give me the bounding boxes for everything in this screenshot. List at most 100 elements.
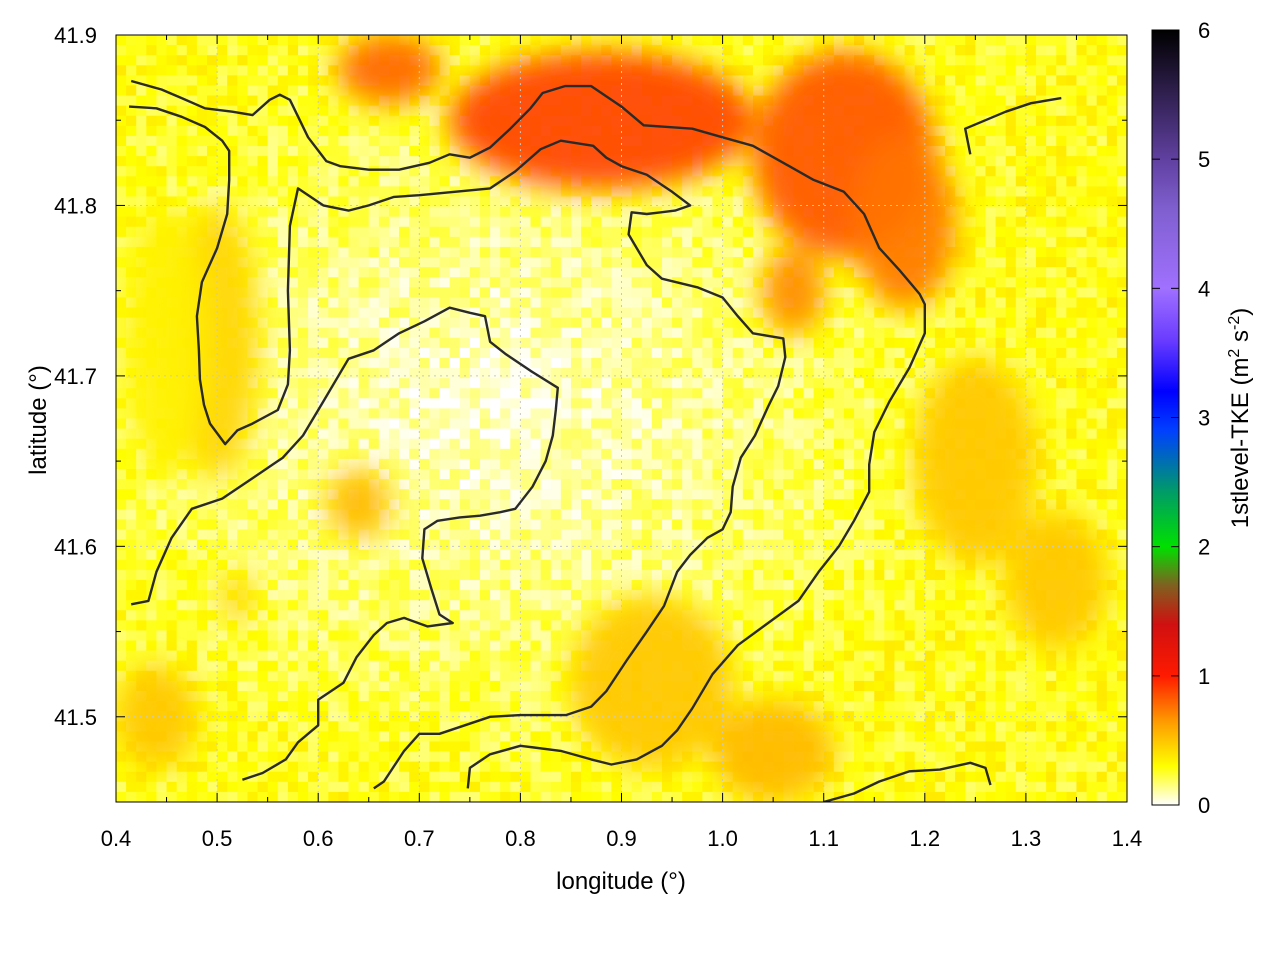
heat-cell [621,559,633,571]
heat-cell [166,186,178,198]
heat-cell [500,206,511,218]
heat-cell [156,156,168,167]
heat-cell [186,519,198,531]
heat-cell [439,458,451,470]
heat-cell [176,569,188,581]
heat-cell [500,751,511,763]
heat-cell [297,317,309,329]
heat-cell [358,206,370,218]
heat-cell [126,630,137,642]
heat-cell [712,166,724,177]
heat-cell [257,458,269,470]
heat-cell [237,176,249,187]
heat-cell [217,45,228,56]
heat-cell [277,267,289,278]
heat-cell [217,559,228,571]
heat-cell [449,85,461,97]
heat-cell [661,791,673,802]
heat-cell [439,216,451,228]
heat-cell [378,479,390,490]
heat-cell [641,267,653,278]
heat-cell [186,65,198,76]
heat-cell [348,741,360,753]
heat-cell [479,670,491,682]
heat-cell [358,701,370,712]
heat-cell [388,368,400,379]
heat-cell [611,236,623,248]
heat-cell [570,489,582,500]
heat-cell [631,771,643,783]
heat-cell [439,731,451,743]
heat-cell [358,368,370,379]
heat-cell [530,428,542,440]
heat-cell [520,297,532,309]
heat-cell [297,347,309,359]
heat-cell [692,55,703,66]
heat-cell [328,741,340,753]
heat-cell [560,761,572,773]
heat-cell [368,418,380,430]
heat-cell [429,146,441,157]
heat-cell [490,267,501,278]
heat-cell [621,529,633,541]
heat-cell [237,489,249,500]
heat-cell [550,509,562,521]
heat-cell [560,357,572,369]
heat-cell [500,307,511,319]
heat-cell [429,337,441,349]
heat-cell [206,549,218,561]
heat-cell [166,156,178,167]
heat-cell [116,35,127,46]
heat-cell [702,196,714,208]
heat-cell [540,226,552,238]
heat-cell [378,156,390,167]
heat-cell [449,741,461,753]
heat-cell [752,85,764,97]
heat-cell [237,670,249,682]
heat-cell [267,337,279,349]
heat-cell [500,630,511,642]
heat-cell [237,731,249,743]
heat-cell [247,95,259,107]
heat-cell [287,368,299,379]
heat-cell [732,650,744,662]
heat-cell [742,75,754,87]
heat-cell [540,357,552,369]
heat-cell [459,660,471,672]
heat-cell [540,418,552,430]
heat-cell [217,519,228,531]
heat-cell [479,448,491,460]
heat-cell [257,35,269,46]
heat-cell [206,650,218,662]
heat-cell [176,45,188,56]
heat-cell [631,448,643,460]
heat-cell [206,186,218,198]
heat-cell [682,55,693,66]
heat-cell [318,35,329,46]
heat-cell [773,428,784,440]
heat-cell [682,509,693,521]
heat-cell [601,791,612,802]
heat-cell [419,781,431,793]
heat-cell [560,489,572,500]
heat-cell [510,670,521,682]
heat-cell [419,610,431,621]
heat-cell [469,408,481,420]
heat-cell [378,721,390,732]
heat-cell [469,610,481,621]
heat-cell [257,277,269,288]
heat-cell [247,620,259,632]
heat-cell [469,398,481,410]
heat-cell [510,368,521,379]
heat-cell [338,398,350,410]
heat-cell [530,347,542,359]
heat-cell [591,559,602,571]
heat-cell [196,186,208,198]
heat-cell [439,559,451,571]
heat-cell [267,751,279,763]
heat-cell [267,206,279,218]
heat-cell [429,519,441,531]
heat-cell [237,751,249,763]
heat-cell [742,529,754,541]
heat-cell [763,489,774,500]
